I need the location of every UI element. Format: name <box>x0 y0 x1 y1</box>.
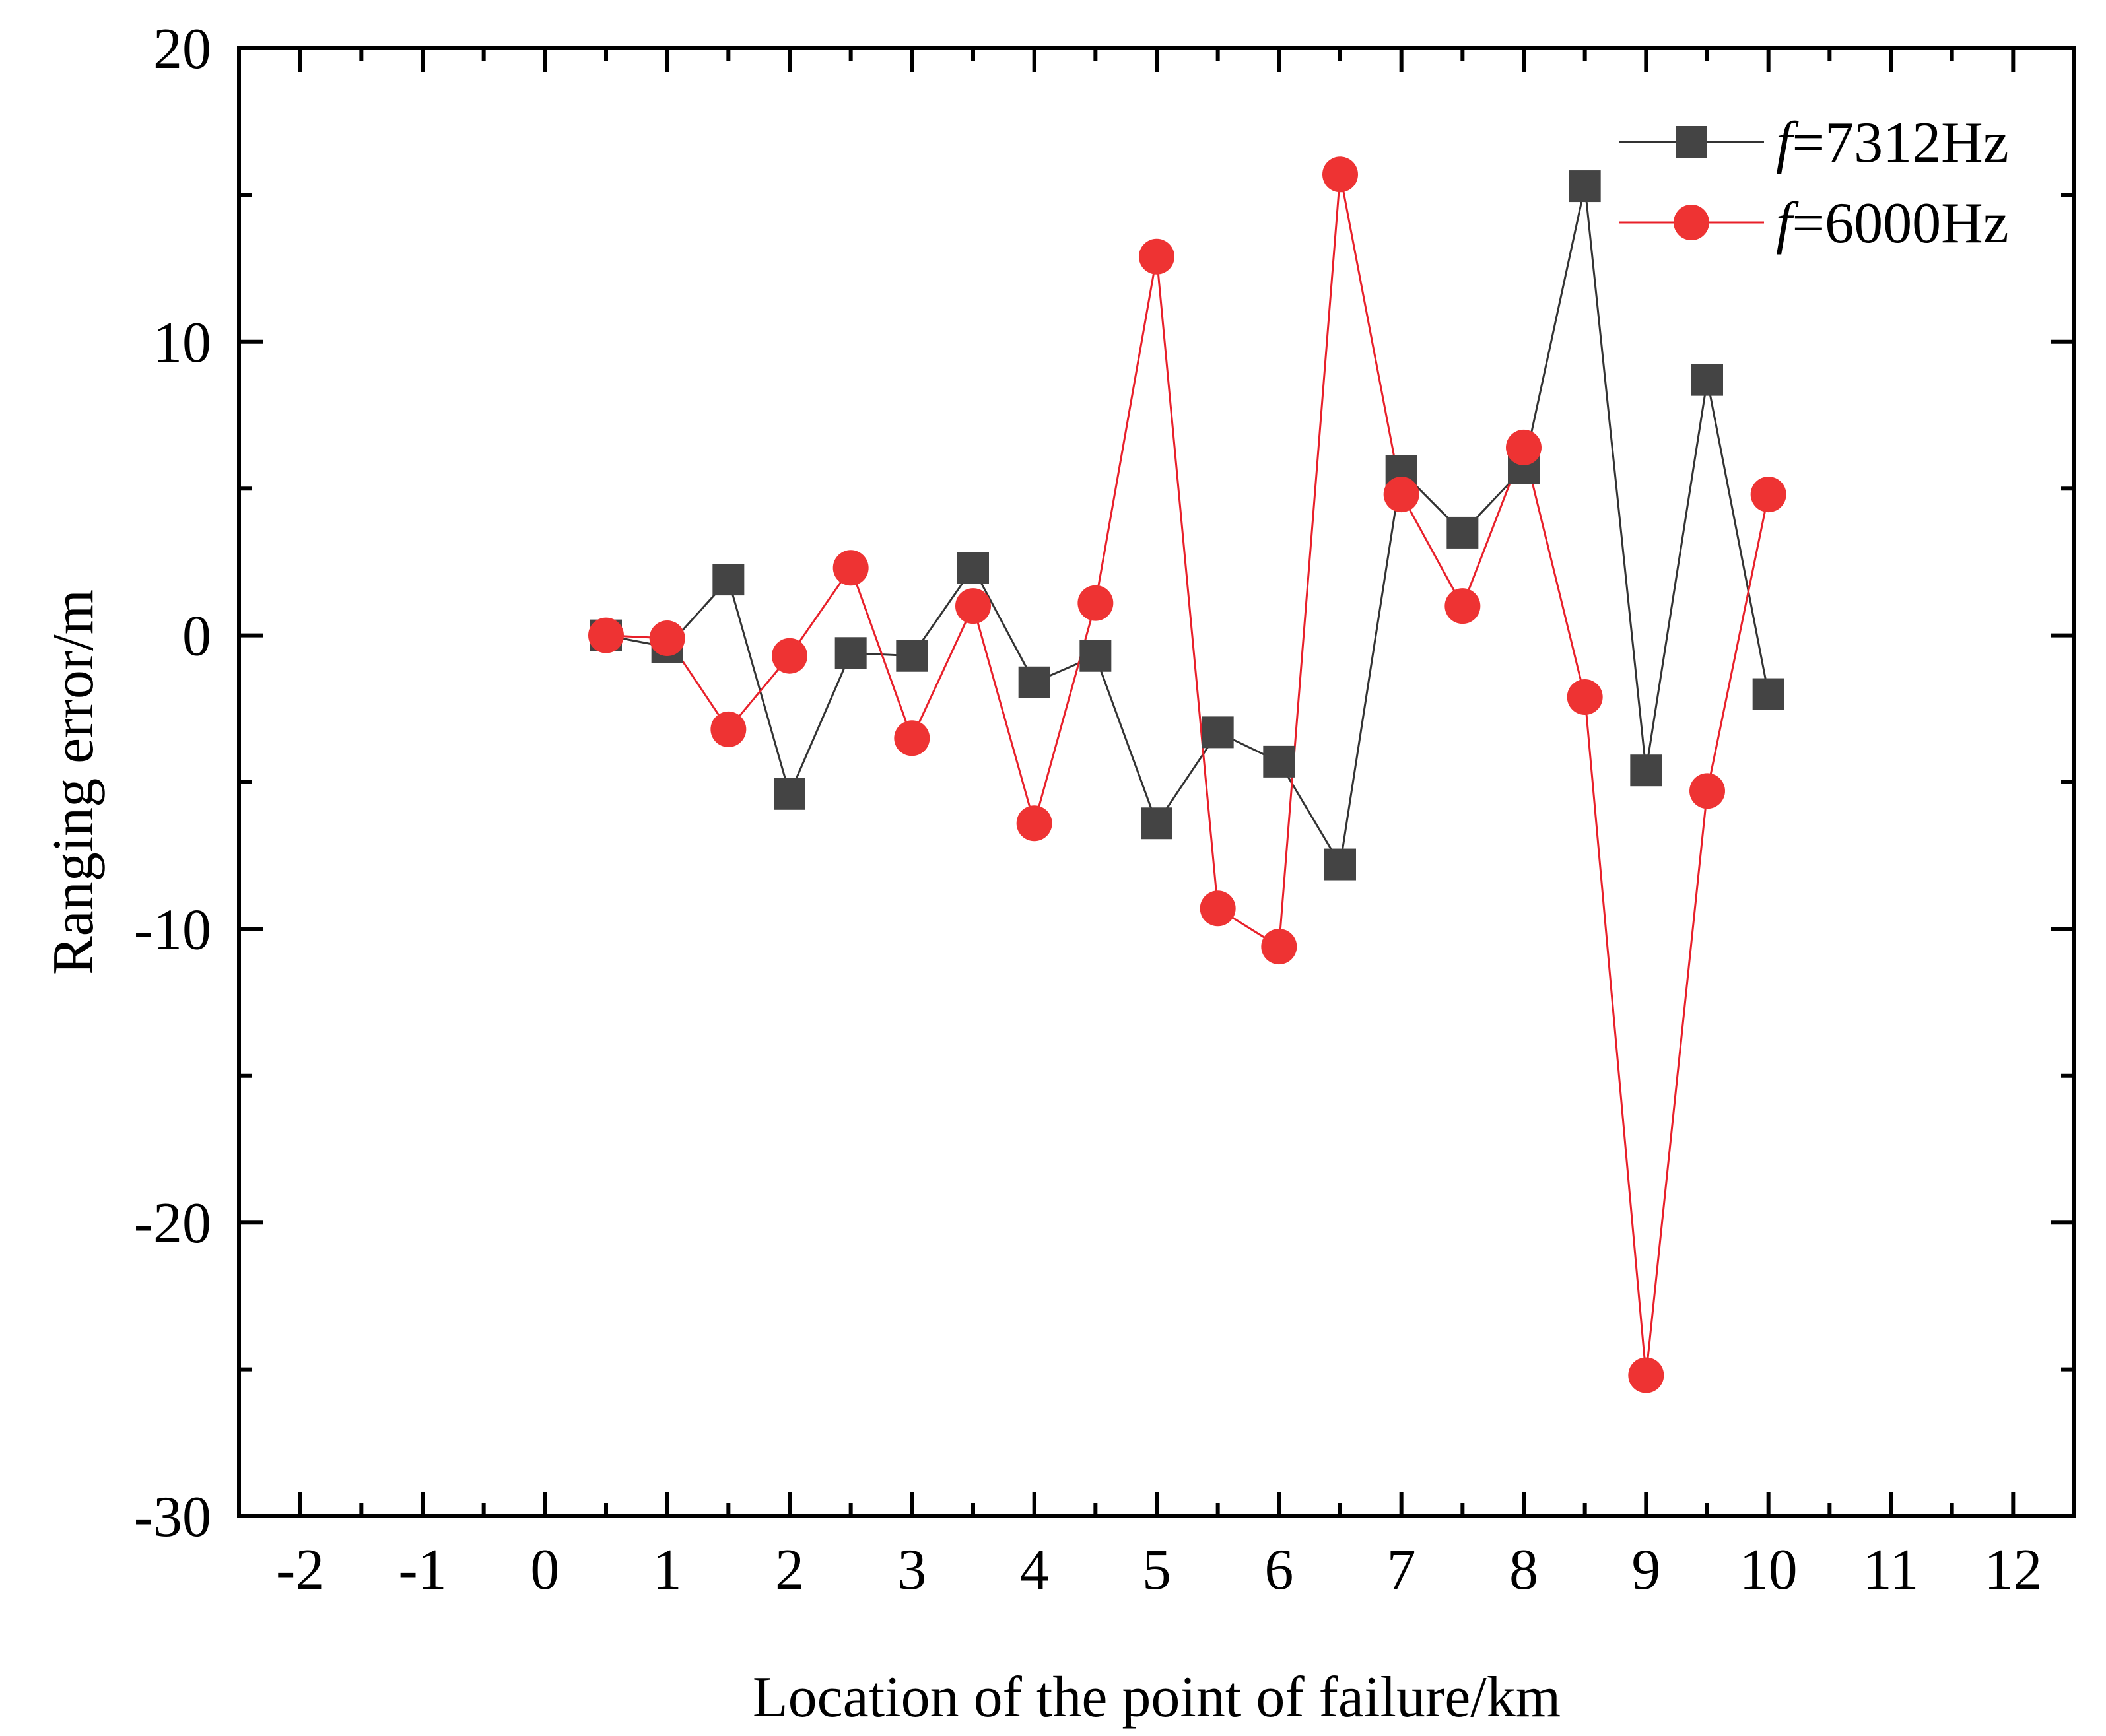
legend-marker-circle <box>1674 205 1709 240</box>
y-tick-label: -20 <box>134 1191 211 1255</box>
x-axis: -2 -1 0 1 2 3 4 5 6 7 8 9 10 11 12 <box>276 48 2042 1602</box>
data-point-square <box>1752 678 1784 710</box>
data-point-circle <box>1016 805 1052 842</box>
legend-label-rest: =6000Hz <box>1792 191 2008 255</box>
data-point-square <box>1324 848 1356 881</box>
data-point-circle <box>649 620 685 657</box>
y-axis: -30 -20 -10 0 10 20 <box>134 17 2074 1549</box>
x-tick-label: 6 <box>1264 1538 1293 1602</box>
y-tick-label: 0 <box>182 605 211 669</box>
data-point-square <box>1202 716 1234 749</box>
x-tick-label: 3 <box>897 1538 926 1602</box>
legend-marker-square <box>1676 126 1707 158</box>
x-tick-label: 5 <box>1142 1538 1171 1602</box>
x-tick-label: 2 <box>775 1538 804 1602</box>
data-point-circle <box>772 638 807 674</box>
y-axis-label: Ranging error/m <box>42 589 106 975</box>
data-point-square <box>1263 745 1295 778</box>
data-point-square <box>712 564 745 596</box>
x-tick-label: 10 <box>1740 1538 1798 1602</box>
data-point-square <box>1569 170 1601 203</box>
y-tick-label: -30 <box>134 1485 211 1549</box>
data-point-square <box>1141 807 1172 840</box>
series-line-2 <box>605 174 1770 1376</box>
y-tick-label: -10 <box>134 898 211 962</box>
x-tick-label: -2 <box>276 1538 324 1602</box>
x-tick-label: 8 <box>1509 1538 1538 1602</box>
legend: f=7312Hz f=6000Hz <box>1619 111 2009 255</box>
data-point-circle <box>832 550 869 586</box>
data-point-circle <box>1628 1357 1664 1393</box>
data-point-circle <box>1444 588 1481 624</box>
legend-label-1: f=7312Hz <box>1776 111 2009 175</box>
x-tick-label: -1 <box>398 1538 446 1602</box>
data-point-circle <box>1506 429 1542 465</box>
data-point-square <box>774 778 805 810</box>
data-point-square <box>1630 754 1662 787</box>
x-tick-label: 12 <box>1984 1538 2042 1602</box>
data-point-circle <box>588 617 624 653</box>
plot-lines <box>605 174 1770 1376</box>
legend-label-rest: =7312Hz <box>1792 111 2008 175</box>
data-point-circle <box>1077 585 1114 621</box>
data-point-square <box>1446 516 1479 549</box>
data-point-circle <box>1322 156 1358 193</box>
data-point-square <box>957 552 989 584</box>
data-point-square <box>1079 640 1112 672</box>
data-point-square <box>1018 666 1050 698</box>
data-point-circle <box>1567 679 1603 716</box>
series-line-1 <box>605 185 1770 867</box>
legend-label-2: f=6000Hz <box>1776 191 2009 255</box>
x-tick-label: 7 <box>1387 1538 1416 1602</box>
x-tick-label: 9 <box>1631 1538 1660 1602</box>
data-point-circle <box>1200 890 1236 927</box>
x-axis-label: Location of the point of failure/km <box>753 1665 1561 1729</box>
data-point-circle <box>955 588 991 624</box>
data-point-circle <box>1750 477 1786 513</box>
x-tick-label: 4 <box>1020 1538 1049 1602</box>
x-tick-label: 11 <box>1863 1538 1919 1602</box>
x-tick-label: 1 <box>653 1538 682 1602</box>
data-point-square <box>834 637 867 669</box>
x-tick-label: 0 <box>530 1538 559 1602</box>
data-point-circle <box>894 720 930 756</box>
y-tick-label: 10 <box>153 311 211 375</box>
plot-markers <box>588 156 1786 1393</box>
data-point-circle <box>1383 477 1419 513</box>
data-point-circle <box>1689 773 1725 809</box>
data-point-circle <box>1261 929 1297 965</box>
data-point-circle <box>1139 238 1174 275</box>
data-point-square <box>1691 364 1723 396</box>
data-point-circle <box>710 711 747 747</box>
data-point-square <box>896 640 928 672</box>
y-tick-label: 20 <box>153 17 211 81</box>
